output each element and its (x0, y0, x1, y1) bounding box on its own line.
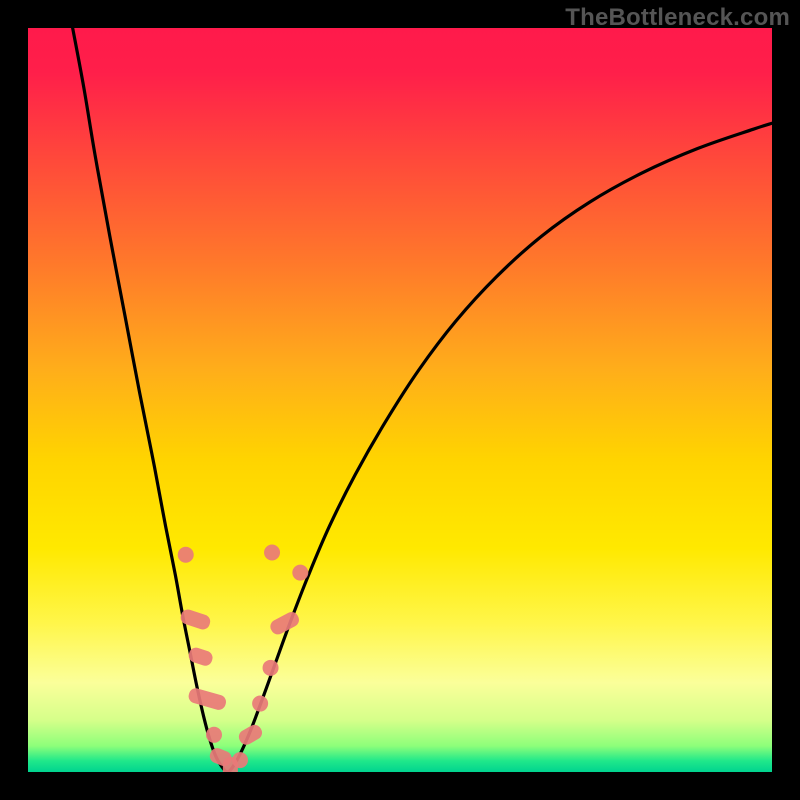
figure-root: TheBottleneck.com (0, 0, 800, 800)
outer-border (0, 0, 800, 800)
watermark-text: TheBottleneck.com (565, 4, 790, 32)
